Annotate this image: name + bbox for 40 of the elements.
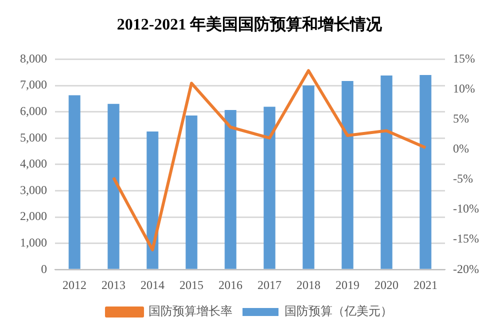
x-tick-label: 2012 <box>62 278 86 292</box>
bar <box>68 95 80 269</box>
x-tick-label: 2016 <box>218 278 243 292</box>
chart-title: 2012-2021 年美国国防预算和增长情况 <box>116 14 384 34</box>
bar <box>342 81 354 269</box>
x-tick-label: 2020 <box>374 278 399 292</box>
y2-tick-label: 0% <box>453 142 470 156</box>
y-tick-label: 4,000 <box>20 156 47 171</box>
bar <box>420 74 432 269</box>
x-tick-label: 2013 <box>102 278 126 292</box>
bar <box>186 115 198 269</box>
bar <box>224 110 236 269</box>
y-tick-label: 2,000 <box>20 209 47 224</box>
y2-tick-label: -20% <box>453 262 480 276</box>
bar <box>146 132 158 269</box>
bar <box>380 76 392 269</box>
y-tick-label: 1,000 <box>20 235 47 250</box>
x-tick-label: 2021 <box>414 278 438 292</box>
x-tick-label: 2014 <box>140 278 164 292</box>
y-tick-label: 7,000 <box>20 78 47 92</box>
y-tick-label: 5,000 <box>20 130 47 144</box>
x-tick-label: 2017 <box>258 278 282 292</box>
x-tick-label: 2015 <box>180 278 204 292</box>
bar <box>264 106 276 269</box>
bar <box>108 104 120 269</box>
legend-label: 国防预算（亿美元） <box>284 304 392 318</box>
y2-tick-label: -10% <box>453 202 480 216</box>
legend-label: 国防预算增长率 <box>148 304 232 318</box>
y-tick-label: 8,000 <box>20 51 47 66</box>
y2-tick-label: 10% <box>453 81 476 96</box>
bar <box>302 86 314 269</box>
y2-tick-label: 15% <box>453 51 476 66</box>
y2-tick-label: -15% <box>453 232 480 246</box>
x-tick-label: 2019 <box>336 278 360 292</box>
y-tick-label: 3,000 <box>20 182 47 197</box>
y-tick-label: 0 <box>41 262 47 276</box>
y2-tick-label: 5% <box>453 111 470 126</box>
x-tick-label: 2018 <box>296 278 321 292</box>
y2-tick-label: -5% <box>453 172 474 186</box>
y-tick-label: 6,000 <box>20 104 47 118</box>
